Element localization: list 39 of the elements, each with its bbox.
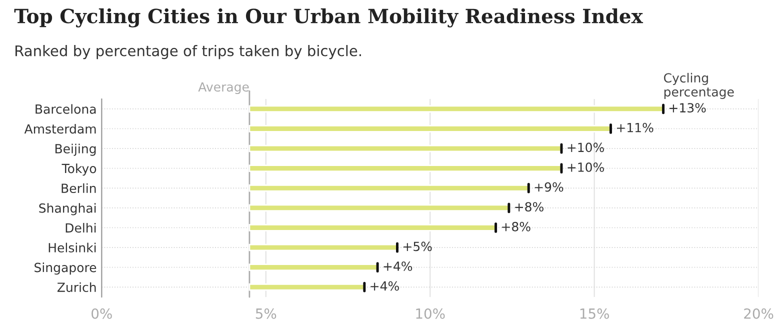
x-tick-label: 5% xyxy=(256,308,276,319)
bar xyxy=(248,164,562,172)
data-label: +4% xyxy=(370,281,399,291)
y-tick-label: Singapore xyxy=(34,262,96,275)
annotation: Cycling percentage xyxy=(664,72,734,99)
data-label: +10% xyxy=(568,162,604,172)
x-tick-label: 0% xyxy=(92,308,112,319)
bar xyxy=(248,144,562,152)
y-tick-label: Amsterdam xyxy=(24,124,96,134)
y-tick-label: Delhi xyxy=(66,222,96,233)
y-tick-label: Shanghai xyxy=(39,203,96,216)
data-label: +8% xyxy=(515,202,544,212)
x-tick-label: 15% xyxy=(580,308,609,319)
data-label: +10% xyxy=(568,142,604,152)
y-tick-label: Zurich xyxy=(57,282,96,292)
y-tick-label: Barcelona xyxy=(36,104,96,114)
ref-line-label: Average xyxy=(198,82,249,94)
x-tick-label: 20% xyxy=(744,308,774,319)
bar xyxy=(248,184,530,192)
x-tick-label: 10% xyxy=(416,308,445,319)
y-tick-label: Berlin xyxy=(62,183,96,194)
bar xyxy=(248,264,378,271)
data-label: +4% xyxy=(384,261,412,271)
bar xyxy=(248,125,612,132)
chart-title: Top Cycling Cities in Our Urban Mobility Readiness Index xyxy=(14,8,644,28)
data-label: +13% xyxy=(670,103,706,113)
bar xyxy=(248,283,366,291)
data-label: +11% xyxy=(616,122,654,132)
bar xyxy=(248,244,398,252)
bar xyxy=(248,224,496,232)
data-label: +5% xyxy=(404,242,432,252)
bar xyxy=(248,204,510,212)
data-label: +9% xyxy=(534,182,564,192)
y-tick-label: Beijing xyxy=(55,144,96,156)
chart-subtitle: Ranked by percentage of trips taken by bicycle. xyxy=(16,45,361,60)
y-tick-label: Helsinki xyxy=(48,242,96,252)
bar xyxy=(248,105,664,113)
y-tick-label: Tokyo xyxy=(62,164,96,176)
data-label: +8% xyxy=(502,222,530,232)
